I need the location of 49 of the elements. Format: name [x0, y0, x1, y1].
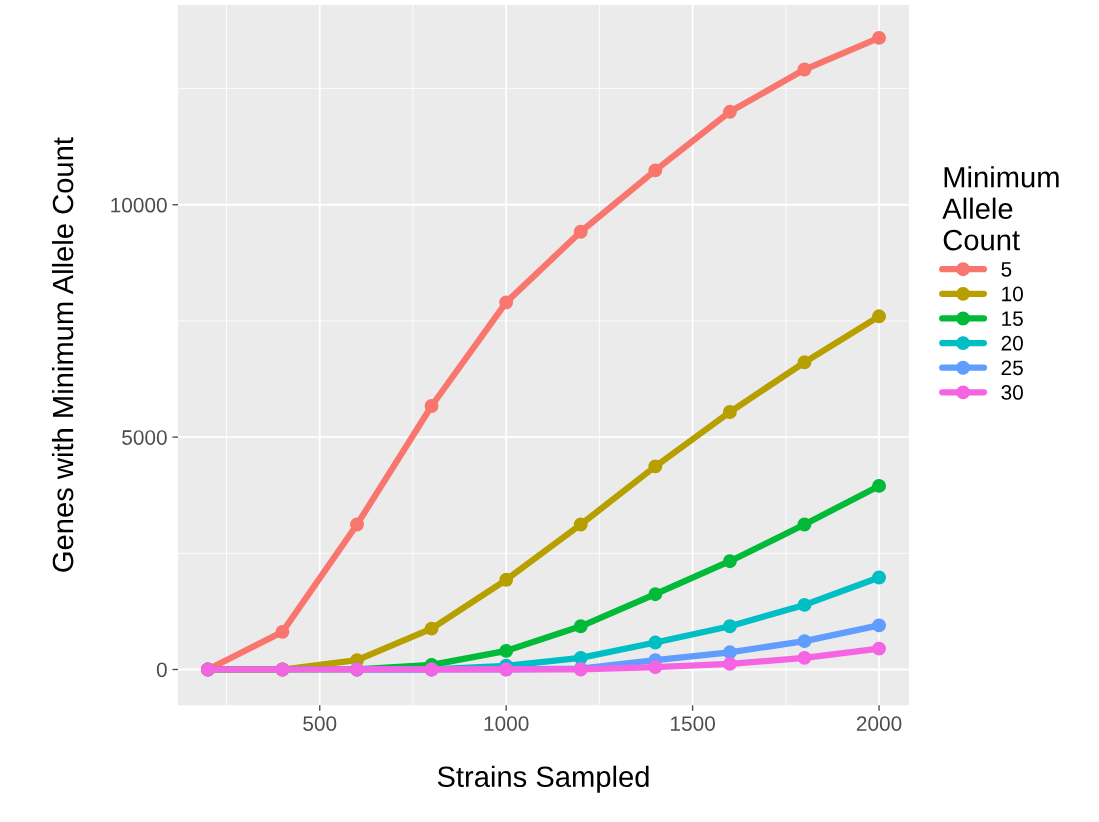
point [872, 478, 886, 493]
point [424, 621, 439, 636]
legend-title: Minimum Allele Count [942, 166, 1059, 251]
point [722, 554, 737, 569]
point [797, 634, 812, 649]
point [797, 650, 812, 665]
point [648, 635, 663, 650]
point [573, 224, 588, 239]
x-tick-label: 2000 [856, 716, 902, 731]
point [722, 656, 737, 671]
point [499, 643, 514, 658]
legend-label: 20 [1001, 335, 1023, 351]
y-tick-label: 5000 [122, 430, 167, 445]
x-tick-label: 1500 [671, 716, 715, 731]
point [872, 641, 886, 656]
point [648, 163, 663, 178]
point [797, 597, 812, 612]
x-axis-title: Strains Sampled [437, 765, 649, 793]
point [573, 619, 588, 634]
x-tick-label: 1000 [484, 716, 529, 731]
point [648, 459, 663, 474]
point [350, 517, 364, 532]
y-axis-title: Genes with Minimum Allele Count [51, 137, 74, 572]
point [797, 62, 812, 77]
point [275, 624, 290, 639]
legend-label: 5 [1001, 262, 1012, 277]
legend-label: 15 [1002, 311, 1023, 326]
point [499, 572, 514, 587]
point [797, 517, 812, 532]
point [872, 570, 886, 585]
legend-label: 30 [1001, 385, 1023, 400]
point [722, 619, 737, 634]
point [424, 399, 439, 413]
y-tick-label: 0 [156, 662, 167, 678]
point [573, 517, 588, 532]
point [499, 295, 514, 310]
x-tick-label: 500 [303, 716, 337, 731]
point [722, 104, 737, 119]
point [872, 30, 886, 45]
legend-label: 25 [1001, 360, 1023, 376]
point [722, 645, 737, 660]
point [797, 355, 812, 370]
point [872, 618, 886, 633]
point [648, 587, 663, 602]
point [648, 660, 663, 675]
y-tick-label: 10000 [111, 197, 167, 213]
legend-label: 10 [1002, 286, 1023, 302]
point [872, 309, 886, 324]
point [722, 405, 737, 419]
